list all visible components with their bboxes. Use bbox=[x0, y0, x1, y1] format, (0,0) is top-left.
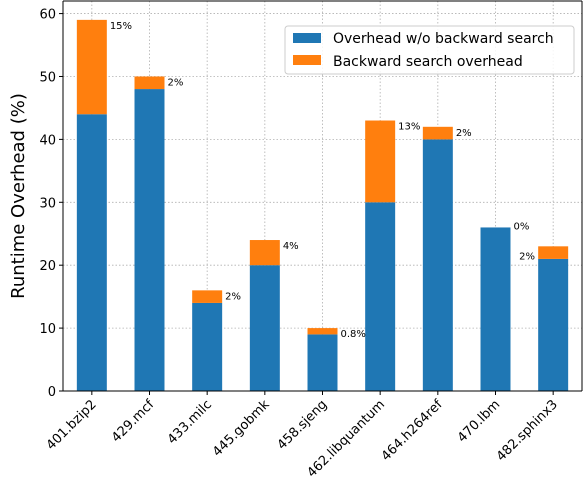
annotation-482.sphinx3: 2% bbox=[519, 251, 535, 262]
bar-base-482.sphinx3 bbox=[538, 258, 569, 391]
bar-base-458.sjeng bbox=[307, 334, 338, 391]
bar-base-462.libquantum bbox=[365, 202, 396, 391]
y-tick-label: 30 bbox=[39, 196, 56, 211]
bar-base-445.gobmk bbox=[249, 265, 280, 391]
annotation-462.libquantum: 13% bbox=[398, 122, 420, 133]
x-tick-label: 433.milc bbox=[165, 397, 215, 447]
legend-entry-0: Overhead w/o backward search bbox=[333, 31, 554, 47]
x-tick-label: 458.sjeng bbox=[275, 397, 331, 453]
annotation-445.gobmk: 4% bbox=[283, 241, 299, 252]
annotation-458.sjeng: 0.8% bbox=[340, 329, 365, 340]
bars bbox=[76, 19, 569, 392]
annotation-464.h264ref: 2% bbox=[456, 128, 472, 139]
x-tick-label: 401.bzip2 bbox=[44, 397, 100, 453]
bar-backward-482.sphinx3 bbox=[538, 246, 569, 259]
y-tick-label: 10 bbox=[39, 322, 56, 337]
legend-swatch-0 bbox=[293, 33, 321, 43]
bar-base-433.milc bbox=[192, 302, 223, 391]
annotation-429.mcf: 2% bbox=[167, 77, 183, 88]
y-tick-label: 50 bbox=[39, 70, 56, 85]
y-tick-label: 60 bbox=[39, 8, 56, 23]
y-tick-label: 40 bbox=[39, 133, 56, 148]
y-axis-label: Runtime Overhead (%) bbox=[8, 93, 29, 299]
legend: Overhead w/o backward search Backward se… bbox=[284, 25, 575, 75]
bar-backward-445.gobmk bbox=[249, 240, 280, 266]
x-tick-label: 445.gobmk bbox=[210, 397, 273, 460]
y-ticks: 0 10 20 30 40 50 60 bbox=[39, 8, 63, 400]
bar-base-470.lbm bbox=[480, 227, 511, 391]
bar-base-464.h264ref bbox=[422, 139, 453, 391]
x-tick-label: 482.sphinx3 bbox=[494, 397, 561, 464]
annotation-401.bzip2: 15% bbox=[110, 21, 132, 32]
bar-backward-429.mcf bbox=[134, 76, 165, 90]
annotation-433.milc: 2% bbox=[225, 291, 241, 302]
legend-frame bbox=[284, 25, 575, 75]
legend-swatch-1 bbox=[293, 55, 321, 65]
bar-backward-433.milc bbox=[192, 290, 223, 303]
x-tick-label: 464.h264ref bbox=[379, 397, 446, 464]
bar-base-429.mcf bbox=[134, 89, 165, 391]
x-tick-label: 429.mcf bbox=[109, 397, 158, 446]
x-tick-label: 470.lbm bbox=[455, 397, 503, 445]
bar-backward-401.bzip2 bbox=[76, 19, 107, 115]
bar-backward-458.sjeng bbox=[307, 328, 338, 335]
bar-backward-464.h264ref bbox=[422, 126, 453, 140]
y-tick-label: 20 bbox=[39, 259, 56, 274]
bar-backward-462.libquantum bbox=[365, 120, 396, 203]
annotation-470.lbm: 0% bbox=[513, 221, 529, 232]
annotations: 15% 2% 2% 4% 0.8% 13% 2% 0% 2% bbox=[110, 21, 535, 340]
legend-entry-1: Backward search overhead bbox=[333, 54, 523, 70]
bar-base-401.bzip2 bbox=[76, 114, 107, 392]
y-tick-label: 0 bbox=[48, 385, 56, 400]
